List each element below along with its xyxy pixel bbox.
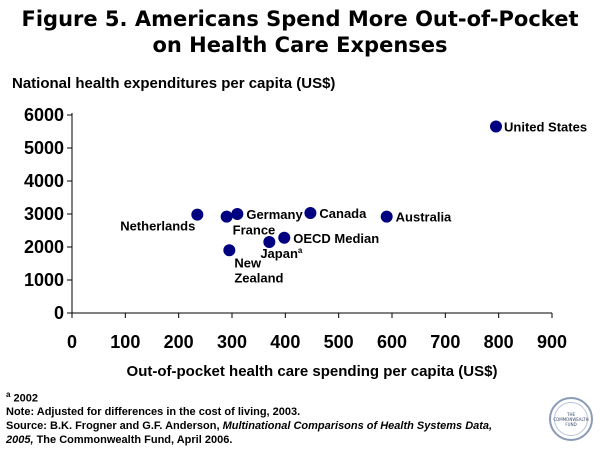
point-france	[220, 210, 233, 223]
point-label-canada: Canada	[319, 206, 367, 221]
y-tick-label: 6000	[24, 105, 64, 125]
chart-title: Figure 5. Americans Spend More Out-of-Po…	[0, 6, 600, 58]
source-italic-year: 2005,	[6, 434, 34, 446]
x-tick-label: 900	[537, 332, 567, 352]
source-italic: Multinational Comparisons of Health Syst…	[222, 420, 493, 432]
note-text: Note: Adjusted for differences in the co…	[6, 406, 301, 418]
point-label-germany: Germany	[246, 207, 303, 222]
scatter-chart: 0 1000 2000 3000 4000 5000 6000 0 100 200 300 400 50…	[24, 105, 587, 380]
commonwealth-fund-logo: THE COMMONWEALTH FUND	[549, 397, 593, 441]
y-tick-label: 3000	[24, 204, 64, 224]
point-label-united-states: United States	[504, 120, 587, 135]
source-text: Source: B.K. Frogner and G.F. Anderson, …	[6, 419, 546, 447]
y-tick-label: 4000	[24, 171, 64, 191]
x-axis-label: Out-of-pocket health care spending per c…	[127, 363, 498, 380]
y-axis-label: National health expenditures per capita …	[12, 75, 336, 92]
y-tick-label: 5000	[24, 138, 64, 158]
chart-title-line2: on Health Care Expenses	[152, 33, 448, 57]
point-new-zealand	[223, 244, 236, 257]
point-label-france: France	[233, 223, 276, 238]
footnote-marker: a	[6, 390, 11, 399]
source-prefix: Source: B.K. Frogner and G.F. Anderson,	[6, 420, 223, 432]
x-tick-label: 200	[164, 332, 194, 352]
logo-text: THE COMMONWEALTH FUND	[553, 402, 589, 436]
x-tick-label: 600	[377, 332, 407, 352]
x-tick-label: 800	[484, 332, 514, 352]
x-tick-label: 100	[110, 332, 140, 352]
point-label-netherlands: Netherlands	[120, 219, 195, 234]
point-label-japan: Japana	[260, 246, 303, 261]
y-tick-label: 0	[54, 303, 64, 323]
point-label-australia: Australia	[396, 210, 452, 225]
point-germany	[231, 208, 244, 220]
source-suffix: The Commonwealth Fund, April 2006.	[33, 434, 233, 446]
point-japan	[263, 236, 276, 249]
point-canada	[304, 207, 317, 220]
point-label-oecd-median: OECD Median	[293, 231, 379, 246]
chart-title-line1: Figure 5. Americans Spend More Out-of-Po…	[21, 7, 579, 31]
x-tick-label: 300	[217, 332, 247, 352]
x-tick-label: 700	[430, 332, 460, 352]
footnote: a 2002	[6, 388, 38, 406]
x-tick-label: 400	[270, 332, 300, 352]
x-tick-label: 0	[67, 332, 77, 352]
y-tick-label: 1000	[24, 270, 64, 290]
footnote-text: 2002	[10, 392, 38, 405]
point-oecd-median	[278, 231, 291, 244]
x-tick-label: 500	[324, 332, 354, 352]
point-australia	[380, 210, 393, 223]
point-united-states	[490, 120, 502, 133]
point-netherlands	[191, 208, 204, 221]
point-label-new-zealand: New Zealand	[234, 255, 283, 285]
y-tick-label: 2000	[24, 237, 64, 257]
